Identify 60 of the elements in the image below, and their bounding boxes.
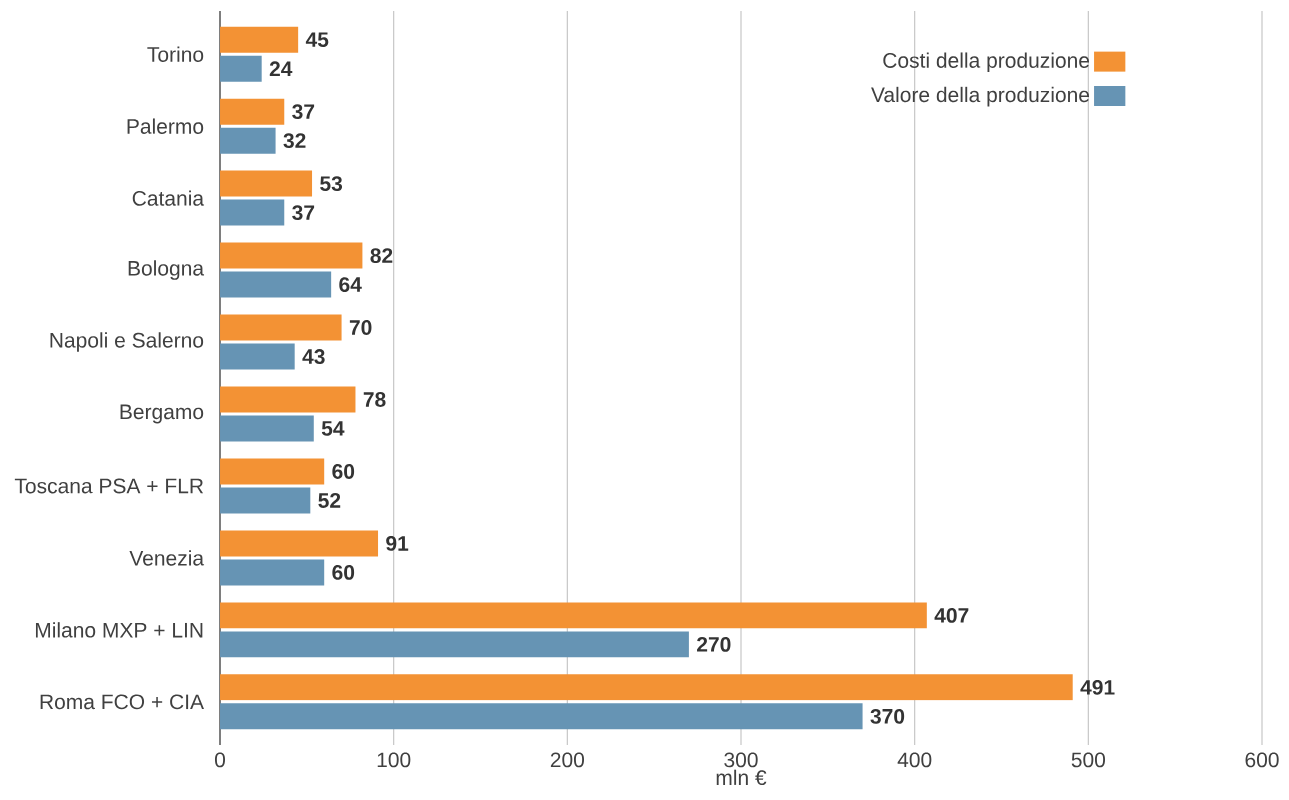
bar	[220, 386, 356, 413]
bar	[220, 199, 285, 226]
bar	[220, 559, 325, 586]
bar	[220, 55, 262, 82]
bar	[220, 242, 363, 269]
data-label: 54	[321, 421, 345, 436]
y-tick-label: Bologna	[128, 260, 205, 280]
bar	[220, 314, 342, 341]
data-label: 370	[870, 708, 905, 724]
data-label: 491	[1080, 679, 1115, 695]
x-tick-label: 300	[724, 752, 758, 768]
data-label: 78	[363, 392, 386, 407]
data-label: 270	[697, 636, 731, 652]
data-label: 70	[349, 320, 372, 335]
bar	[220, 631, 689, 658]
bar	[220, 127, 276, 154]
y-tick-label: Toscana PSA + FLR	[14, 478, 204, 494]
bar	[220, 530, 379, 557]
x-tick-label: 600	[1245, 752, 1279, 768]
y-tick-label: Catania	[132, 190, 205, 206]
y-tick-label: Roma FCO + CIA	[40, 694, 204, 710]
data-label: 60	[332, 564, 355, 580]
y-tick-label: Bergamo	[120, 404, 204, 424]
data-label: 43	[302, 349, 325, 364]
data-label: 60	[332, 464, 355, 479]
bar	[220, 271, 332, 298]
y-tick-label: Palermo	[127, 118, 204, 134]
y-tick-label: Napoli e Salerno	[50, 332, 204, 352]
bar	[220, 703, 863, 730]
data-label: 407	[934, 607, 969, 623]
bar	[220, 415, 314, 442]
data-label: 37	[292, 104, 315, 120]
x-axis-title: mln €	[716, 769, 767, 786]
data-label: 32	[283, 133, 306, 149]
legend-label: Costi della produzione	[883, 52, 1090, 73]
data-label: 37	[292, 205, 315, 221]
bar	[220, 26, 299, 53]
y-tick-label: Milano MXP + LIN	[35, 622, 203, 638]
x-tick-label: 0	[214, 752, 226, 768]
y-tick-label: Venezia	[129, 550, 205, 566]
data-label: 82	[370, 248, 393, 264]
data-label: 45	[305, 32, 329, 48]
bar	[220, 458, 325, 485]
x-tick-label: 200	[550, 752, 585, 768]
data-label: 52	[318, 493, 341, 508]
data-label: 53	[320, 176, 343, 192]
x-tick-label: 100	[377, 752, 411, 768]
y-tick-label: Torino	[147, 46, 204, 62]
x-tick-label: 400	[897, 752, 932, 768]
data-label: 91	[386, 535, 409, 551]
bar	[220, 98, 285, 125]
bar	[220, 343, 295, 370]
bar	[220, 602, 927, 629]
x-tick-label: 500	[1071, 752, 1106, 768]
data-label: 24	[269, 61, 293, 77]
bar	[220, 674, 1073, 701]
data-label: 64	[339, 277, 362, 293]
legend-label: Valore della produzione	[871, 86, 1090, 107]
bar	[220, 487, 311, 514]
bar	[220, 170, 313, 197]
